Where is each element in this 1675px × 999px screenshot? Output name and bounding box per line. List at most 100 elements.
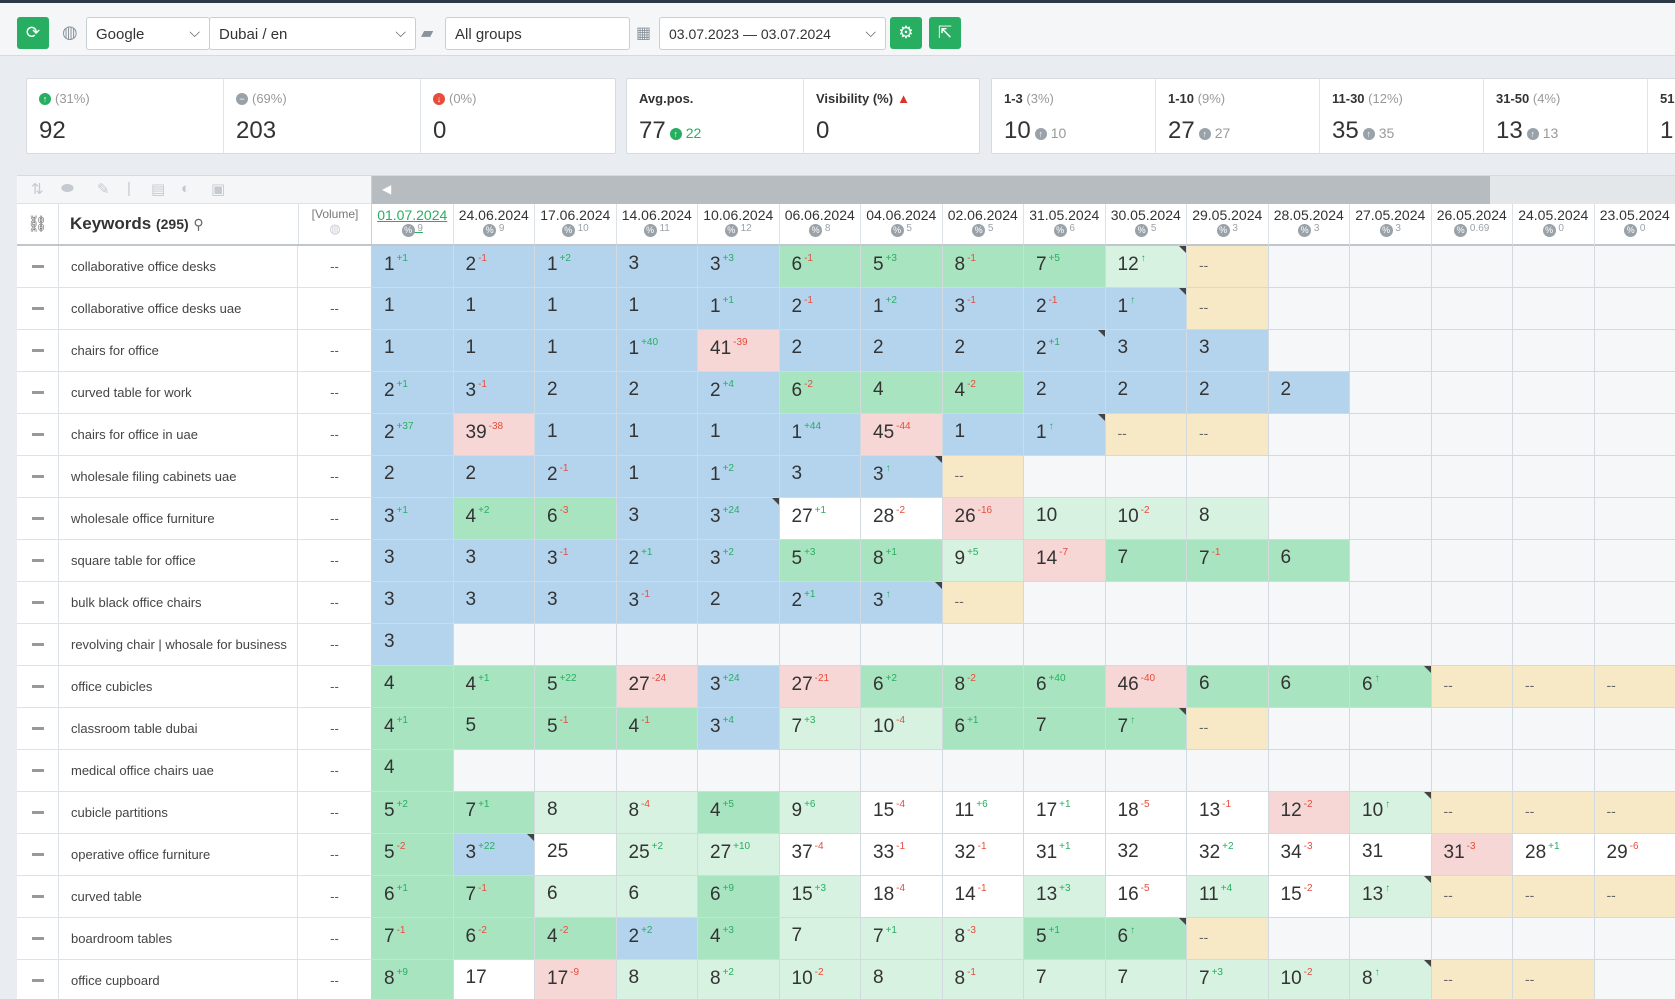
keyword-cell[interactable]: bulk black office chairs xyxy=(59,582,298,624)
position-cell[interactable] xyxy=(1024,582,1106,624)
position-cell[interactable] xyxy=(1431,456,1513,498)
settings-button[interactable]: ⚙ xyxy=(890,17,922,49)
position-cell[interactable]: 5 +22 xyxy=(535,666,617,708)
keyword-cell[interactable]: square table for office xyxy=(59,540,298,582)
position-cell[interactable] xyxy=(1513,246,1595,288)
position-cell[interactable]: 45 -44 xyxy=(861,414,943,456)
position-cell[interactable] xyxy=(1513,288,1595,330)
position-cell[interactable]: 2 xyxy=(1105,372,1187,414)
position-cell[interactable] xyxy=(1513,624,1595,666)
date-column-header[interactable]: 10.06.2024% 12 xyxy=(698,204,780,246)
position-cell[interactable]: 6 +40 xyxy=(1024,666,1106,708)
position-cell[interactable] xyxy=(1350,708,1432,750)
keyword-cell[interactable]: boardroom tables xyxy=(59,918,298,960)
position-cell[interactable] xyxy=(1350,582,1432,624)
position-cell[interactable]: 34 -3 xyxy=(1268,834,1350,876)
position-cell[interactable]: 1 +44 xyxy=(779,414,861,456)
position-cell[interactable]: -- xyxy=(1594,666,1675,708)
position-cell[interactable]: 3 -1 xyxy=(535,540,617,582)
position-cell[interactable]: 2 xyxy=(779,330,861,372)
position-cell[interactable]: 8 -1 xyxy=(942,960,1024,999)
row-toggle-button[interactable] xyxy=(17,876,59,918)
position-cell[interactable]: 3 -1 xyxy=(453,372,535,414)
position-cell[interactable]: 10 xyxy=(1024,498,1106,540)
position-cell[interactable] xyxy=(1594,750,1675,792)
position-cell[interactable]: 8 xyxy=(616,960,698,999)
position-cell[interactable]: 10 ↑ xyxy=(1350,792,1432,834)
position-cell[interactable]: 7 +5 xyxy=(1024,246,1106,288)
position-cell[interactable] xyxy=(1431,330,1513,372)
link-icon[interactable]: ⛓ xyxy=(17,204,59,244)
date-column-header[interactable]: 24.06.2024% 9 xyxy=(453,204,535,246)
position-cell[interactable] xyxy=(1594,414,1675,456)
position-cell[interactable]: 5 -1 xyxy=(535,708,617,750)
position-cell[interactable] xyxy=(535,624,617,666)
position-cell[interactable]: 25 xyxy=(535,834,617,876)
position-cell[interactable]: 2 xyxy=(1024,372,1106,414)
position-cell[interactable]: 3 xyxy=(372,624,454,666)
position-cell[interactable]: 13 +3 xyxy=(1024,876,1106,918)
position-cell[interactable]: 8 ↑ xyxy=(1350,960,1432,999)
position-cell[interactable]: 5 -2 xyxy=(372,834,454,876)
position-cell[interactable]: 2 xyxy=(1187,372,1269,414)
date-column-header[interactable]: 23.05.2024% 0 xyxy=(1594,204,1675,246)
position-cell[interactable] xyxy=(1350,456,1432,498)
row-toggle-button[interactable] xyxy=(17,414,59,456)
position-cell[interactable]: 4 +2 xyxy=(453,498,535,540)
position-cell[interactable] xyxy=(942,750,1024,792)
position-cell[interactable]: 9 +6 xyxy=(779,792,861,834)
position-cell[interactable]: 3 xyxy=(535,582,617,624)
position-cell[interactable]: 3 +1 xyxy=(372,498,454,540)
position-cell[interactable]: 1 xyxy=(372,330,454,372)
position-cell[interactable]: 7 +1 xyxy=(453,792,535,834)
position-cell[interactable]: 2 xyxy=(942,330,1024,372)
position-cell[interactable] xyxy=(1594,288,1675,330)
position-cell[interactable] xyxy=(861,750,943,792)
row-toggle-button[interactable] xyxy=(17,372,59,414)
group-select[interactable]: All groups xyxy=(445,17,630,50)
position-cell[interactable]: 2 xyxy=(698,582,780,624)
keyword-cell[interactable]: cubicle partitions xyxy=(59,792,298,834)
position-cell[interactable]: 5 xyxy=(453,708,535,750)
position-cell[interactable] xyxy=(779,750,861,792)
position-cell[interactable]: 8 -4 xyxy=(616,792,698,834)
position-cell[interactable] xyxy=(1513,708,1595,750)
position-cell[interactable]: 8 xyxy=(535,792,617,834)
row-toggle-button[interactable] xyxy=(17,792,59,834)
position-cell[interactable]: 1 xyxy=(698,414,780,456)
position-cell[interactable] xyxy=(1594,960,1675,999)
row-toggle-button[interactable] xyxy=(17,834,59,876)
stat-top-1-10[interactable]: 1-10 (9%) 27 ↑ 27 xyxy=(1156,79,1320,153)
stat-top-1-3[interactable]: 1-3 (3%) 10 ↑ 10 xyxy=(992,79,1156,153)
position-cell[interactable]: 12 ↑ xyxy=(1105,246,1187,288)
position-cell[interactable] xyxy=(1268,708,1350,750)
position-cell[interactable]: -- xyxy=(1187,918,1269,960)
keyword-cell[interactable]: curved table xyxy=(59,876,298,918)
position-cell[interactable]: 18 -4 xyxy=(861,876,943,918)
position-cell[interactable]: 2 xyxy=(535,372,617,414)
position-cell[interactable]: -- xyxy=(1187,288,1269,330)
position-cell[interactable] xyxy=(1594,246,1675,288)
date-column-header[interactable]: 17.06.2024% 10 xyxy=(535,204,617,246)
position-cell[interactable]: 32 -1 xyxy=(942,834,1024,876)
position-cell[interactable] xyxy=(1431,624,1513,666)
position-cell[interactable]: 7 +3 xyxy=(1187,960,1269,999)
position-cell[interactable]: 2 -1 xyxy=(779,288,861,330)
position-cell[interactable] xyxy=(1350,330,1432,372)
position-cell[interactable] xyxy=(1594,330,1675,372)
position-cell[interactable]: 41 -39 xyxy=(698,330,780,372)
position-cell[interactable]: 7 xyxy=(1105,540,1187,582)
position-cell[interactable]: 2 xyxy=(453,456,535,498)
position-cell[interactable]: 4 +1 xyxy=(372,708,454,750)
position-cell[interactable]: 7 ↑ xyxy=(1105,708,1187,750)
position-cell[interactable]: 3 xyxy=(453,540,535,582)
keyword-cell[interactable]: operative office furniture xyxy=(59,834,298,876)
position-cell[interactable]: 5 +3 xyxy=(861,246,943,288)
position-cell[interactable]: 27 +1 xyxy=(779,498,861,540)
position-cell[interactable]: 1 +2 xyxy=(861,288,943,330)
row-toggle-button[interactable] xyxy=(17,540,59,582)
position-cell[interactable] xyxy=(1350,246,1432,288)
position-cell[interactable]: 9 +5 xyxy=(942,540,1024,582)
position-cell[interactable]: 4 +3 xyxy=(698,918,780,960)
position-cell[interactable] xyxy=(1431,582,1513,624)
